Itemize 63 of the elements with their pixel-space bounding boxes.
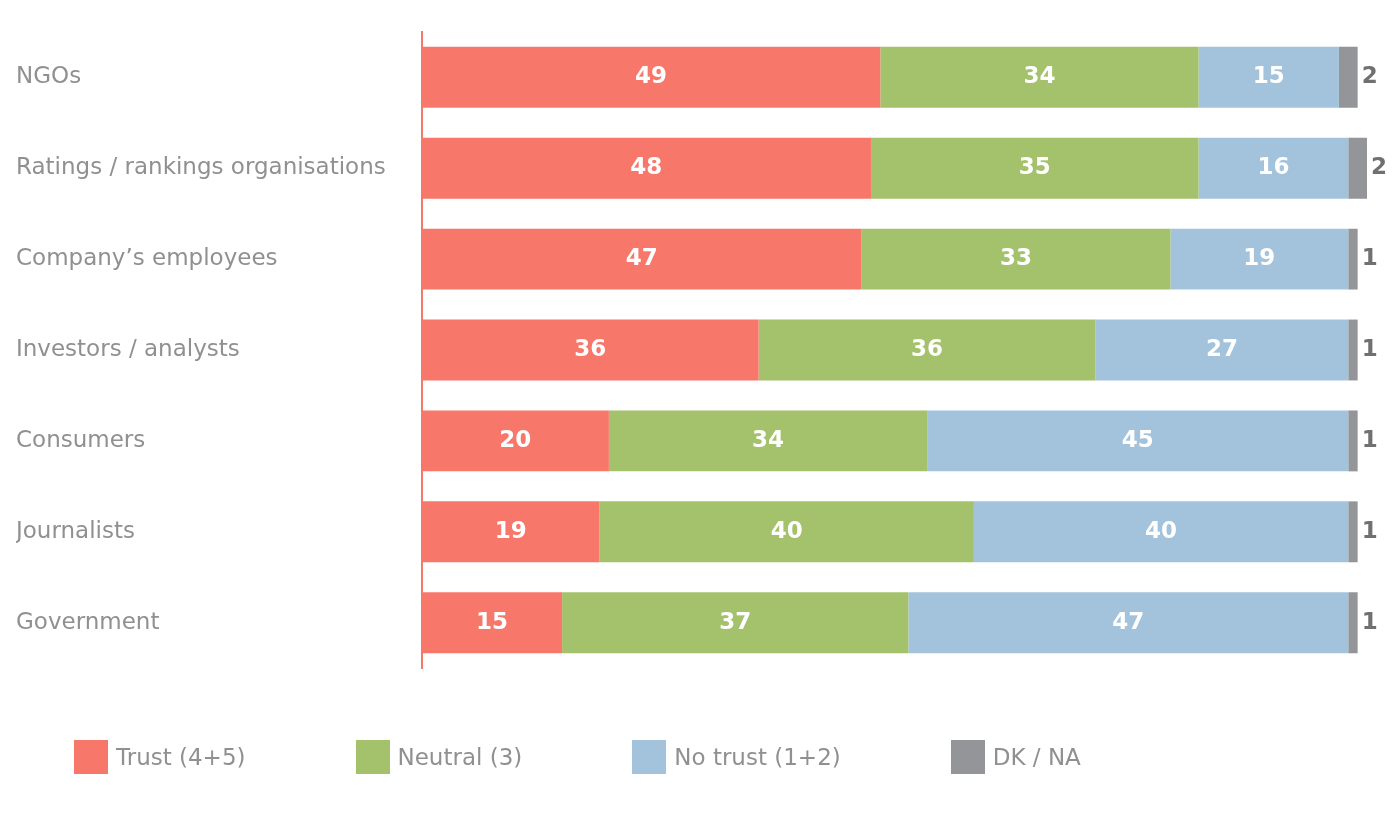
data-label: 19 — [1243, 244, 1276, 271]
data-label: 1 — [1361, 425, 1378, 452]
bar — [1338, 46, 1358, 108]
data-label: 2 — [1371, 153, 1388, 180]
bar — [1348, 228, 1358, 290]
data-label: 49 — [635, 62, 668, 89]
bar — [758, 319, 1096, 381]
y-tick-label: NGOs — [16, 62, 82, 89]
legend-label: DK / NA — [992, 744, 1081, 770]
data-label: 1 — [1361, 334, 1378, 361]
data-label: 35 — [1018, 153, 1051, 180]
data-label: 47 — [1112, 607, 1145, 634]
data-label: 15 — [475, 607, 508, 634]
bar — [1198, 46, 1339, 108]
bar — [1348, 501, 1358, 563]
legend-label: Trust (4+5) — [116, 744, 246, 770]
legend-label: No trust (1+2) — [674, 744, 841, 770]
data-label: 2 — [1361, 62, 1378, 89]
y-tick-label: Ratings / rankings organisations — [16, 153, 386, 180]
bar — [1348, 137, 1367, 199]
bar — [1348, 592, 1358, 654]
data-label: 16 — [1257, 153, 1290, 180]
bar — [1198, 137, 1349, 199]
data-label: 47 — [625, 244, 658, 271]
bar — [973, 501, 1349, 563]
bar — [562, 592, 909, 654]
bar — [1348, 410, 1358, 472]
bar — [1348, 319, 1358, 381]
bar — [927, 410, 1349, 472]
bar — [599, 501, 974, 563]
data-label: 1 — [1361, 244, 1378, 271]
data-label: 37 — [719, 607, 752, 634]
y-tick-label: Government — [16, 607, 160, 634]
data-label: 34 — [1023, 62, 1056, 89]
bar — [861, 228, 1171, 290]
data-label: 48 — [630, 153, 663, 180]
bar — [1095, 319, 1349, 381]
data-label: 19 — [494, 516, 527, 543]
data-label: 36 — [911, 334, 944, 361]
bar — [880, 46, 1199, 108]
data-label: 15 — [1252, 62, 1285, 89]
bar — [870, 137, 1199, 199]
legend-label: Neutral (3) — [397, 744, 523, 770]
data-label: 20 — [499, 425, 532, 452]
bar — [1170, 228, 1349, 290]
bar — [908, 592, 1349, 654]
y-tick-label: Investors / analysts — [16, 334, 240, 361]
data-label: 36 — [574, 334, 607, 361]
legend-item: DK / NA — [950, 740, 1081, 774]
data-label: 40 — [1145, 516, 1178, 543]
y-tick-label: Consumers — [16, 425, 146, 452]
legend-item: Trust (4+5) — [74, 740, 246, 774]
data-label: 45 — [1121, 425, 1154, 452]
data-label: 33 — [1000, 244, 1033, 271]
y-tick-label: Company’s employees — [16, 244, 278, 271]
data-label: 27 — [1205, 334, 1238, 361]
data-label: 34 — [752, 425, 785, 452]
data-label: 1 — [1361, 516, 1378, 543]
data-label: 40 — [770, 516, 803, 543]
bar — [608, 410, 928, 472]
data-label: 1 — [1361, 607, 1378, 634]
legend-item: No trust (1+2) — [632, 740, 841, 774]
legend-item: Neutral (3) — [355, 740, 523, 774]
